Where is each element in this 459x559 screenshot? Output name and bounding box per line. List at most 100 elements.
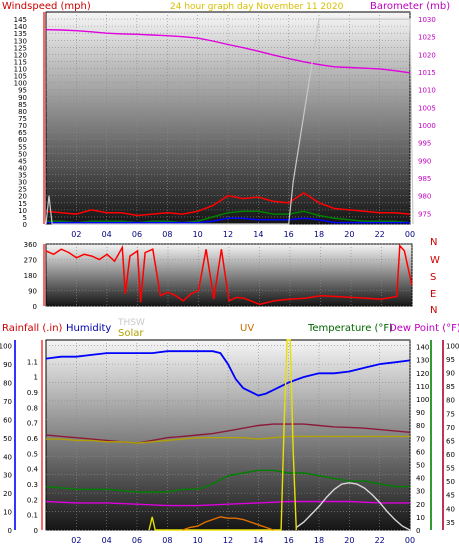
uv-tick-label: 20 (416, 501, 425, 509)
temperature-tick-label: 60 (446, 451, 455, 459)
wind-direction-tick-label: 0 (33, 303, 37, 311)
uv-tick-label: 120 (416, 370, 429, 378)
barometer-tick-label: 1005 (418, 104, 436, 112)
windspeed-tick-label: 55 (18, 143, 27, 151)
top-panel-xtick-label: 18 (314, 230, 324, 239)
uv-tick-label: 40 (416, 475, 425, 483)
series-thsw (45, 469, 410, 493)
barometer-tick-label: 1030 (418, 16, 436, 24)
top-panel-xtick-label: 14 (253, 230, 263, 239)
windspeed-tick-label: 70 (18, 122, 27, 130)
windspeed-tick-label: 45 (18, 157, 27, 165)
series-wind-gust (45, 192, 411, 217)
series-rainfall-in- (182, 516, 274, 531)
temperature-tick-label: 75 (446, 410, 455, 418)
humidity-tick-label: 60 (3, 416, 12, 424)
windspeed-tick-label: 140 (14, 23, 27, 31)
humidity-tick-label: 10 (3, 509, 12, 517)
top-panel-xtick-label: 06 (132, 230, 142, 239)
windspeed-tick-label: 120 (14, 51, 27, 59)
barometer-axis-title: Barometer (mb) (370, 1, 450, 12)
bottom-panel-xtick-label: 12 (223, 536, 233, 545)
temperature-tick-label: 100 (446, 342, 459, 350)
temperature-tick-label: 45 (446, 492, 455, 500)
windspeed-tick-label: 145 (14, 16, 27, 24)
series-solar (45, 18, 414, 225)
top-panel-xtick-label: 00 (405, 230, 415, 239)
series-solar (295, 482, 411, 531)
uv-tick-label: 90 (416, 409, 425, 417)
temperature-tick-label: 80 (446, 397, 455, 405)
temperature-tick-label: 90 (446, 370, 455, 378)
top-panel-xtick-label: 22 (375, 230, 385, 239)
bottom-panel-xtick-label: 02 (71, 536, 81, 545)
uv-tick-label: 50 (416, 461, 425, 469)
top-panel-xtick-label: 12 (223, 230, 233, 239)
uv-tick-label: 140 (416, 344, 429, 352)
bottom-legend-label: Rainfall (.in) (2, 323, 63, 334)
uv-tick-label: 0 (416, 527, 420, 535)
temperature-tick-label: 55 (446, 465, 455, 473)
bottom-legend-label: THSW (117, 318, 145, 328)
compass-label: N (430, 305, 437, 316)
barometer-tick-label: 975 (418, 210, 431, 218)
series-wind-direction (45, 243, 413, 306)
rainfall-tick-label: 1 (34, 374, 38, 382)
windspeed-tick-label: 90 (18, 94, 27, 102)
rainfall-tick-label: 0.7 (27, 420, 38, 428)
temperature-tick-label: 50 (446, 478, 455, 486)
uv-tick-label: 30 (416, 488, 425, 496)
humidity-tick-label: 90 (3, 361, 12, 369)
bottom-panel-xtick-label: 04 (102, 536, 112, 545)
rainfall-tick-label: 0.3 (27, 481, 38, 489)
top-chart-title: 24 hour graph day November 11 2020 (170, 2, 344, 12)
rainfall-tick-label: 0.9 (27, 389, 38, 397)
windspeed-tick-label: 25 (18, 186, 27, 194)
windspeed-tick-label: 115 (14, 58, 27, 66)
barometer-tick-label: 990 (418, 157, 431, 165)
series-wind-chill (45, 500, 410, 507)
wind-direction-tick-label: 360 (24, 241, 37, 249)
temperature-tick-label: 65 (446, 437, 455, 445)
bottom-legend-label: UV (240, 323, 254, 334)
windspeed-tick-label: 40 (18, 164, 27, 172)
windspeed-tick-label: 35 (18, 172, 27, 180)
barometer-tick-label: 985 (418, 175, 431, 183)
compass-label: N (430, 237, 437, 248)
humidity-tick-label: 100 (0, 343, 12, 351)
humidity-tick-label: 40 (3, 453, 12, 461)
bottom-panel-xtick-label: 10 (193, 536, 203, 545)
bottom-panel-xtick-label: 18 (314, 536, 324, 545)
series-dew-point-f- (46, 435, 410, 444)
temperature-tick-label: 95 (446, 356, 455, 364)
windspeed-axis-title: Windspeed (mph) (2, 1, 91, 12)
bottom-legend-label: Humidity (66, 323, 111, 334)
bottom-panel-xtick-label: 16 (284, 536, 294, 545)
barometer-tick-label: 1010 (418, 87, 436, 95)
wind-direction-tick-label: 270 (24, 257, 37, 265)
windspeed-tick-label: 125 (14, 44, 27, 52)
humidity-tick-label: 0 (8, 527, 12, 535)
windspeed-tick-label: 30 (18, 179, 27, 187)
windspeed-tick-label: 5 (23, 214, 27, 222)
humidity-tick-label: 70 (3, 398, 12, 406)
windspeed-tick-label: 95 (18, 87, 27, 95)
rainfall-tick-label: 0.8 (27, 404, 38, 412)
series-barometer-mb- (45, 29, 411, 74)
uv-tick-label: 80 (416, 422, 425, 430)
windspeed-tick-label: 50 (18, 150, 27, 158)
bottom-legend-label: Temperature (°F) (307, 323, 393, 334)
humidity-tick-label: 20 (3, 490, 12, 498)
barometer-tick-label: 995 (418, 140, 431, 148)
bottom-panel-xtick-label: 06 (132, 536, 142, 545)
bottom-legend-label: Dew Point (°F) (389, 323, 459, 334)
compass-label: W (430, 255, 440, 266)
barometer-tick-label: 980 (418, 193, 431, 201)
windspeed-tick-label: 60 (18, 136, 27, 144)
windspeed-tick-label: 15 (18, 200, 27, 208)
bottom-panel-xtick-label: 20 (344, 536, 354, 545)
humidity-tick-label: 50 (3, 435, 12, 443)
top-panel-xtick-label: 16 (284, 230, 294, 239)
